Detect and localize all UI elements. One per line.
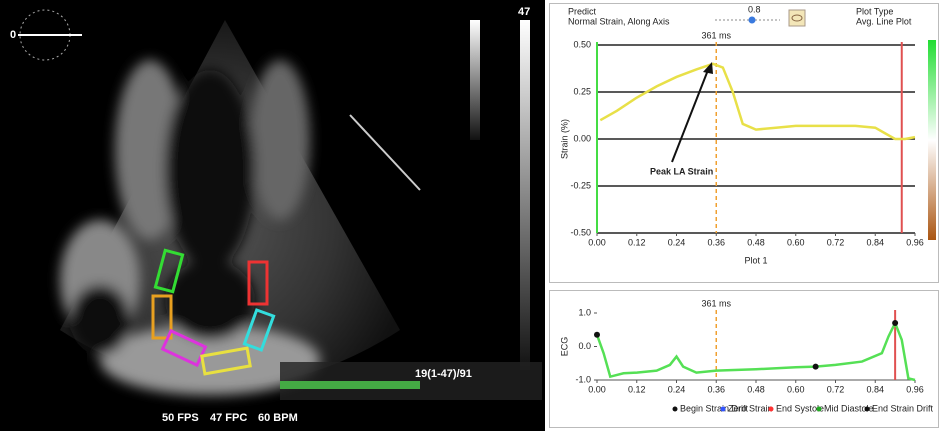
y-tick-label: -0.50 [570, 227, 591, 237]
y-tick-label: 0.00 [573, 133, 591, 143]
legend-label: Zero Strain [728, 403, 773, 413]
y-tick-label: -1.0 [575, 374, 591, 384]
app: 0 47 19(1-47)/91 50 FPS 47 FPC 60 BPM Pr… [0, 0, 941, 431]
y-axis-label: Strain (%) [559, 119, 569, 159]
y-tick-label: 0.0 [578, 341, 591, 351]
x-axis-label: Plot 1 [744, 255, 767, 265]
legend-swatch [721, 407, 726, 412]
legend-swatch [769, 407, 774, 412]
gray-bar [520, 20, 530, 370]
x-tick-label: 0.36 [707, 384, 725, 394]
legend-swatch [817, 407, 822, 412]
y-tick-label: 1.0 [578, 307, 591, 317]
fpc: 47 FPC [210, 412, 247, 424]
plot-type[interactable]: Avg. Line Plot [856, 16, 912, 26]
x-tick-label: 0.84 [866, 384, 884, 394]
x-tick-label: 0.12 [628, 237, 646, 247]
x-tick-label: 0.24 [668, 384, 686, 394]
eye-button[interactable] [789, 10, 805, 26]
x-tick-label: 0.84 [866, 237, 884, 247]
x-tick-label: 0.48 [747, 384, 765, 394]
event-point [813, 364, 819, 370]
y-tick-label: -0.25 [570, 180, 591, 190]
event-point [892, 320, 898, 326]
marker-label: 361 ms [701, 298, 731, 308]
x-tick-label: 0.12 [628, 384, 646, 394]
x-tick-label: 0.96 [906, 237, 924, 247]
legend-label: End Strain Drift [872, 403, 934, 413]
x-tick-label: 0.36 [707, 237, 725, 247]
predict: Predict [568, 6, 597, 16]
plot-type-label: Plot Type [856, 6, 893, 16]
x-tick-label: 0.96 [906, 384, 924, 394]
color-bar [928, 40, 936, 240]
mode: Normal Strain, Along Axis [568, 16, 670, 26]
x-tick-label: 0.72 [827, 237, 845, 247]
scale-label: 0 [10, 29, 16, 41]
y-tick-label: 0.50 [573, 39, 591, 49]
depth-label: 47 [518, 6, 530, 18]
x-tick-label: 0.60 [787, 237, 805, 247]
fps: 50 FPS [162, 412, 199, 424]
legend-swatch [673, 407, 678, 412]
y-tick-label: 0.25 [573, 86, 591, 96]
x-tick-label: 0.24 [668, 237, 686, 247]
x-tick-label: 0.48 [747, 237, 765, 247]
slider[interactable] [749, 17, 756, 24]
annotation: Peak LA Strain [650, 166, 713, 176]
slider-value: 0.8 [748, 4, 761, 14]
legend-swatch [865, 407, 870, 412]
x-tick-label: 0.72 [827, 384, 845, 394]
y-axis-label: ECG [559, 337, 569, 357]
event-point [594, 332, 600, 338]
x-tick-label: 0.60 [787, 384, 805, 394]
x-tick-label: 0.00 [588, 384, 606, 394]
frame-info: 19(1-47)/91 [415, 368, 472, 380]
progress [280, 381, 420, 389]
marker-label: 361 ms [701, 30, 731, 40]
x-tick-label: 0.00 [588, 237, 606, 247]
bpm: 60 BPM [258, 412, 298, 424]
gray-bar [470, 20, 480, 140]
